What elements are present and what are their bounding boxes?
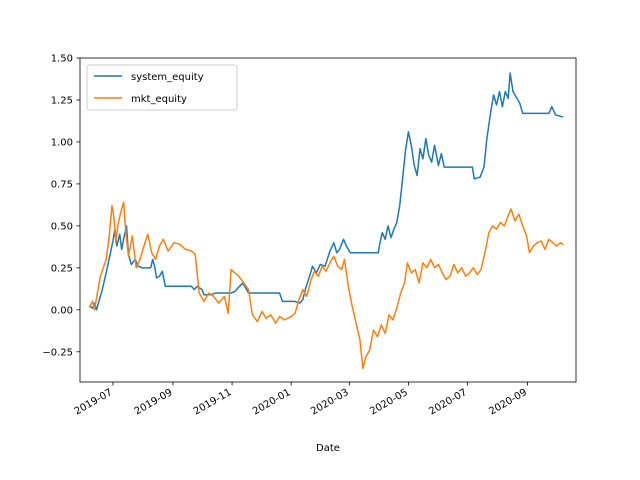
- legend-label-system-equity: system_equity: [131, 72, 204, 83]
- y-tick-label: 1.50: [51, 54, 73, 65]
- series-line-mkt-equity: [88, 201, 564, 370]
- y-tick-label: 1.25: [51, 95, 73, 106]
- x-axis: 2019-07 2019-09 2019-11 2020-01 2020-03 2020-…: [73, 382, 529, 417]
- legend: system_equity mkt_equity: [86, 64, 238, 111]
- y-tick-label: 0.25: [51, 263, 73, 274]
- plot-frame: [79, 57, 577, 383]
- y-axis: −0.25 0.00 0.25 0.50 0.75 1.00 1.25 1.50: [42, 54, 80, 358]
- y-tick-label: 1.00: [51, 137, 73, 148]
- x-tick-label: 2020-01: [251, 387, 293, 417]
- x-tick-label: 2019-07: [73, 387, 115, 417]
- y-tick-label: −0.25: [42, 347, 73, 358]
- legend-box: [86, 64, 238, 111]
- series-layer: [88, 72, 564, 370]
- x-tick-label: 2020-09: [487, 387, 529, 417]
- x-tick-label: 2019-11: [192, 387, 234, 417]
- x-tick-label: 2020-03: [309, 387, 351, 417]
- y-tick-label: 0.75: [51, 179, 73, 190]
- y-tick-label: 0.50: [51, 221, 73, 232]
- x-axis-label: Date: [316, 443, 340, 454]
- x-tick-label: 2019-09: [133, 387, 175, 417]
- legend-label-mkt-equity: mkt_equity: [131, 94, 187, 105]
- x-tick-label: 2020-05: [368, 387, 410, 417]
- y-tick-label: 0.00: [51, 305, 73, 316]
- x-tick-label: 2020-07: [427, 387, 469, 417]
